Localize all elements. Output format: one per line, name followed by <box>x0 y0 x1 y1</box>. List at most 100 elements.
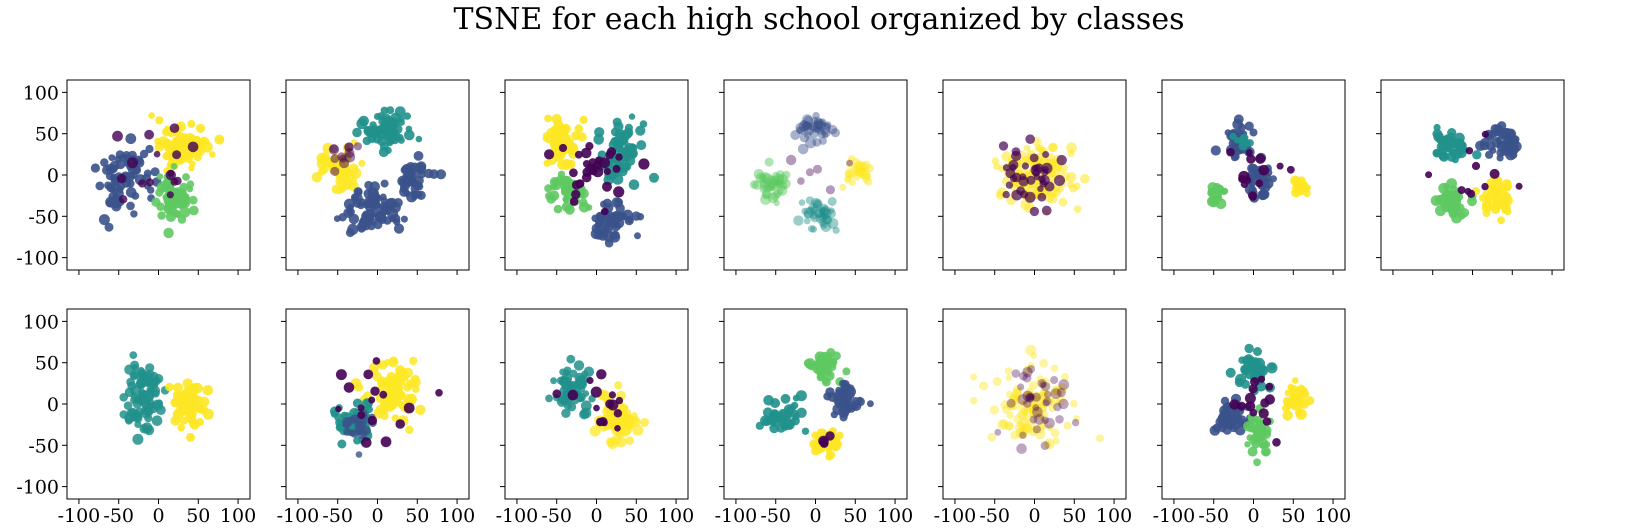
data-point <box>398 119 405 126</box>
data-point <box>820 221 828 229</box>
data-point <box>1464 187 1472 195</box>
data-point <box>603 167 612 175</box>
data-point <box>799 133 810 143</box>
data-point <box>610 127 620 137</box>
data-point <box>1029 153 1039 163</box>
cluster-4 <box>112 123 199 204</box>
data-point <box>162 152 171 161</box>
data-point <box>1253 347 1262 356</box>
data-point <box>600 419 608 427</box>
data-point <box>1249 128 1258 137</box>
x-tick-label: 100 <box>220 505 256 527</box>
data-point <box>579 409 590 420</box>
data-point <box>151 415 163 427</box>
data-point <box>117 173 127 184</box>
data-point <box>403 402 415 414</box>
data-point <box>625 436 634 445</box>
data-point <box>1038 409 1049 420</box>
data-point <box>550 377 557 385</box>
data-point <box>1010 430 1020 440</box>
data-point <box>405 175 417 187</box>
x-tick-label: 0 <box>1247 505 1259 527</box>
data-point <box>580 147 592 159</box>
data-point <box>186 180 195 188</box>
data-point <box>1019 371 1028 381</box>
data-point <box>815 213 826 224</box>
data-point <box>802 121 813 131</box>
data-point <box>193 152 202 162</box>
data-point <box>1243 354 1254 365</box>
x-tick-label: 50 <box>1281 505 1305 527</box>
cluster-4 <box>397 151 447 203</box>
data-point <box>1040 441 1050 451</box>
data-point <box>136 378 147 388</box>
data-point <box>1044 390 1052 399</box>
data-point <box>1039 179 1048 188</box>
data-point <box>614 381 623 390</box>
data-point <box>586 376 594 385</box>
data-point <box>594 156 604 165</box>
data-point <box>1015 428 1026 439</box>
data-point <box>574 150 583 159</box>
scatter-points <box>329 356 443 458</box>
data-point <box>606 147 617 157</box>
data-point <box>1050 389 1057 397</box>
data-point <box>415 404 426 415</box>
data-point <box>810 197 822 209</box>
data-point <box>1021 408 1029 416</box>
data-point <box>825 453 833 461</box>
data-point <box>818 207 826 215</box>
data-point <box>380 106 389 115</box>
data-point <box>819 206 830 216</box>
data-point <box>1022 424 1032 434</box>
data-point <box>631 417 641 427</box>
data-point <box>390 374 402 386</box>
data-point <box>803 207 815 219</box>
data-point <box>800 119 808 128</box>
data-point <box>814 120 823 130</box>
data-point <box>380 412 389 420</box>
data-point <box>342 168 353 178</box>
data-point <box>108 154 116 162</box>
data-point <box>1055 415 1064 424</box>
data-point <box>1284 389 1292 397</box>
data-point <box>1002 190 1010 199</box>
subplot-13: -100 -50 0 50 100 <box>1153 308 1351 527</box>
data-point <box>147 186 155 194</box>
data-point <box>1495 136 1502 144</box>
data-point <box>391 214 401 224</box>
data-point <box>344 142 354 153</box>
data-point <box>557 131 569 143</box>
cluster-5 <box>785 154 853 195</box>
subplot-9: -100 -50 0 50 100 <box>277 308 475 527</box>
data-point <box>1026 387 1034 396</box>
data-point <box>169 123 180 133</box>
data-point <box>1017 394 1029 405</box>
data-point <box>1035 423 1045 434</box>
data-point <box>593 404 600 412</box>
cluster-3 <box>342 409 377 458</box>
data-point <box>1019 173 1027 181</box>
data-point <box>383 131 394 142</box>
data-point <box>812 111 820 120</box>
data-point <box>623 129 633 139</box>
data-point <box>987 432 997 442</box>
data-point <box>1001 151 1012 162</box>
data-point <box>184 386 194 395</box>
data-point <box>195 395 203 404</box>
data-point <box>749 180 759 189</box>
x-tick-label: -100 <box>715 505 758 527</box>
data-point <box>1210 145 1221 156</box>
data-point <box>384 375 394 384</box>
data-point <box>801 207 809 215</box>
data-point <box>589 166 598 176</box>
data-point <box>354 382 364 392</box>
data-point <box>566 354 576 364</box>
data-point <box>1012 388 1023 398</box>
cluster-4 <box>335 357 443 448</box>
data-point <box>1028 380 1038 390</box>
data-point <box>809 121 820 132</box>
data-point <box>104 222 114 232</box>
scatter-points <box>755 348 874 461</box>
cluster-2 <box>165 378 214 442</box>
